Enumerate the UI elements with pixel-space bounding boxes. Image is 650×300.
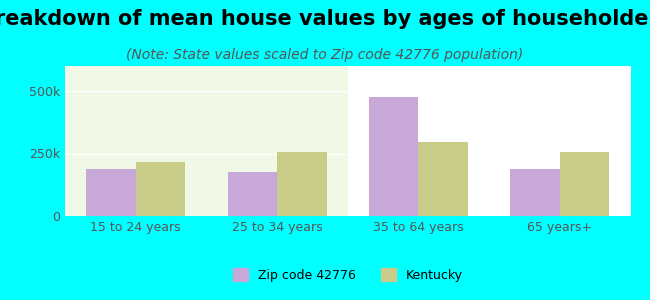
Bar — [86, 169, 136, 216]
Text: Breakdown of mean house values by ages of householders: Breakdown of mean house values by ages o… — [0, 9, 650, 29]
Bar — [227, 172, 277, 216]
Text: (Note: State values scaled to Zip code 42776 population): (Note: State values scaled to Zip code 4… — [126, 48, 524, 62]
Bar — [369, 97, 419, 216]
Bar — [136, 162, 185, 216]
Bar — [277, 152, 326, 216]
Bar — [510, 169, 560, 216]
Legend: Zip code 42776, Kentucky: Zip code 42776, Kentucky — [227, 262, 469, 288]
Bar — [560, 152, 609, 216]
Bar — [419, 142, 468, 216]
